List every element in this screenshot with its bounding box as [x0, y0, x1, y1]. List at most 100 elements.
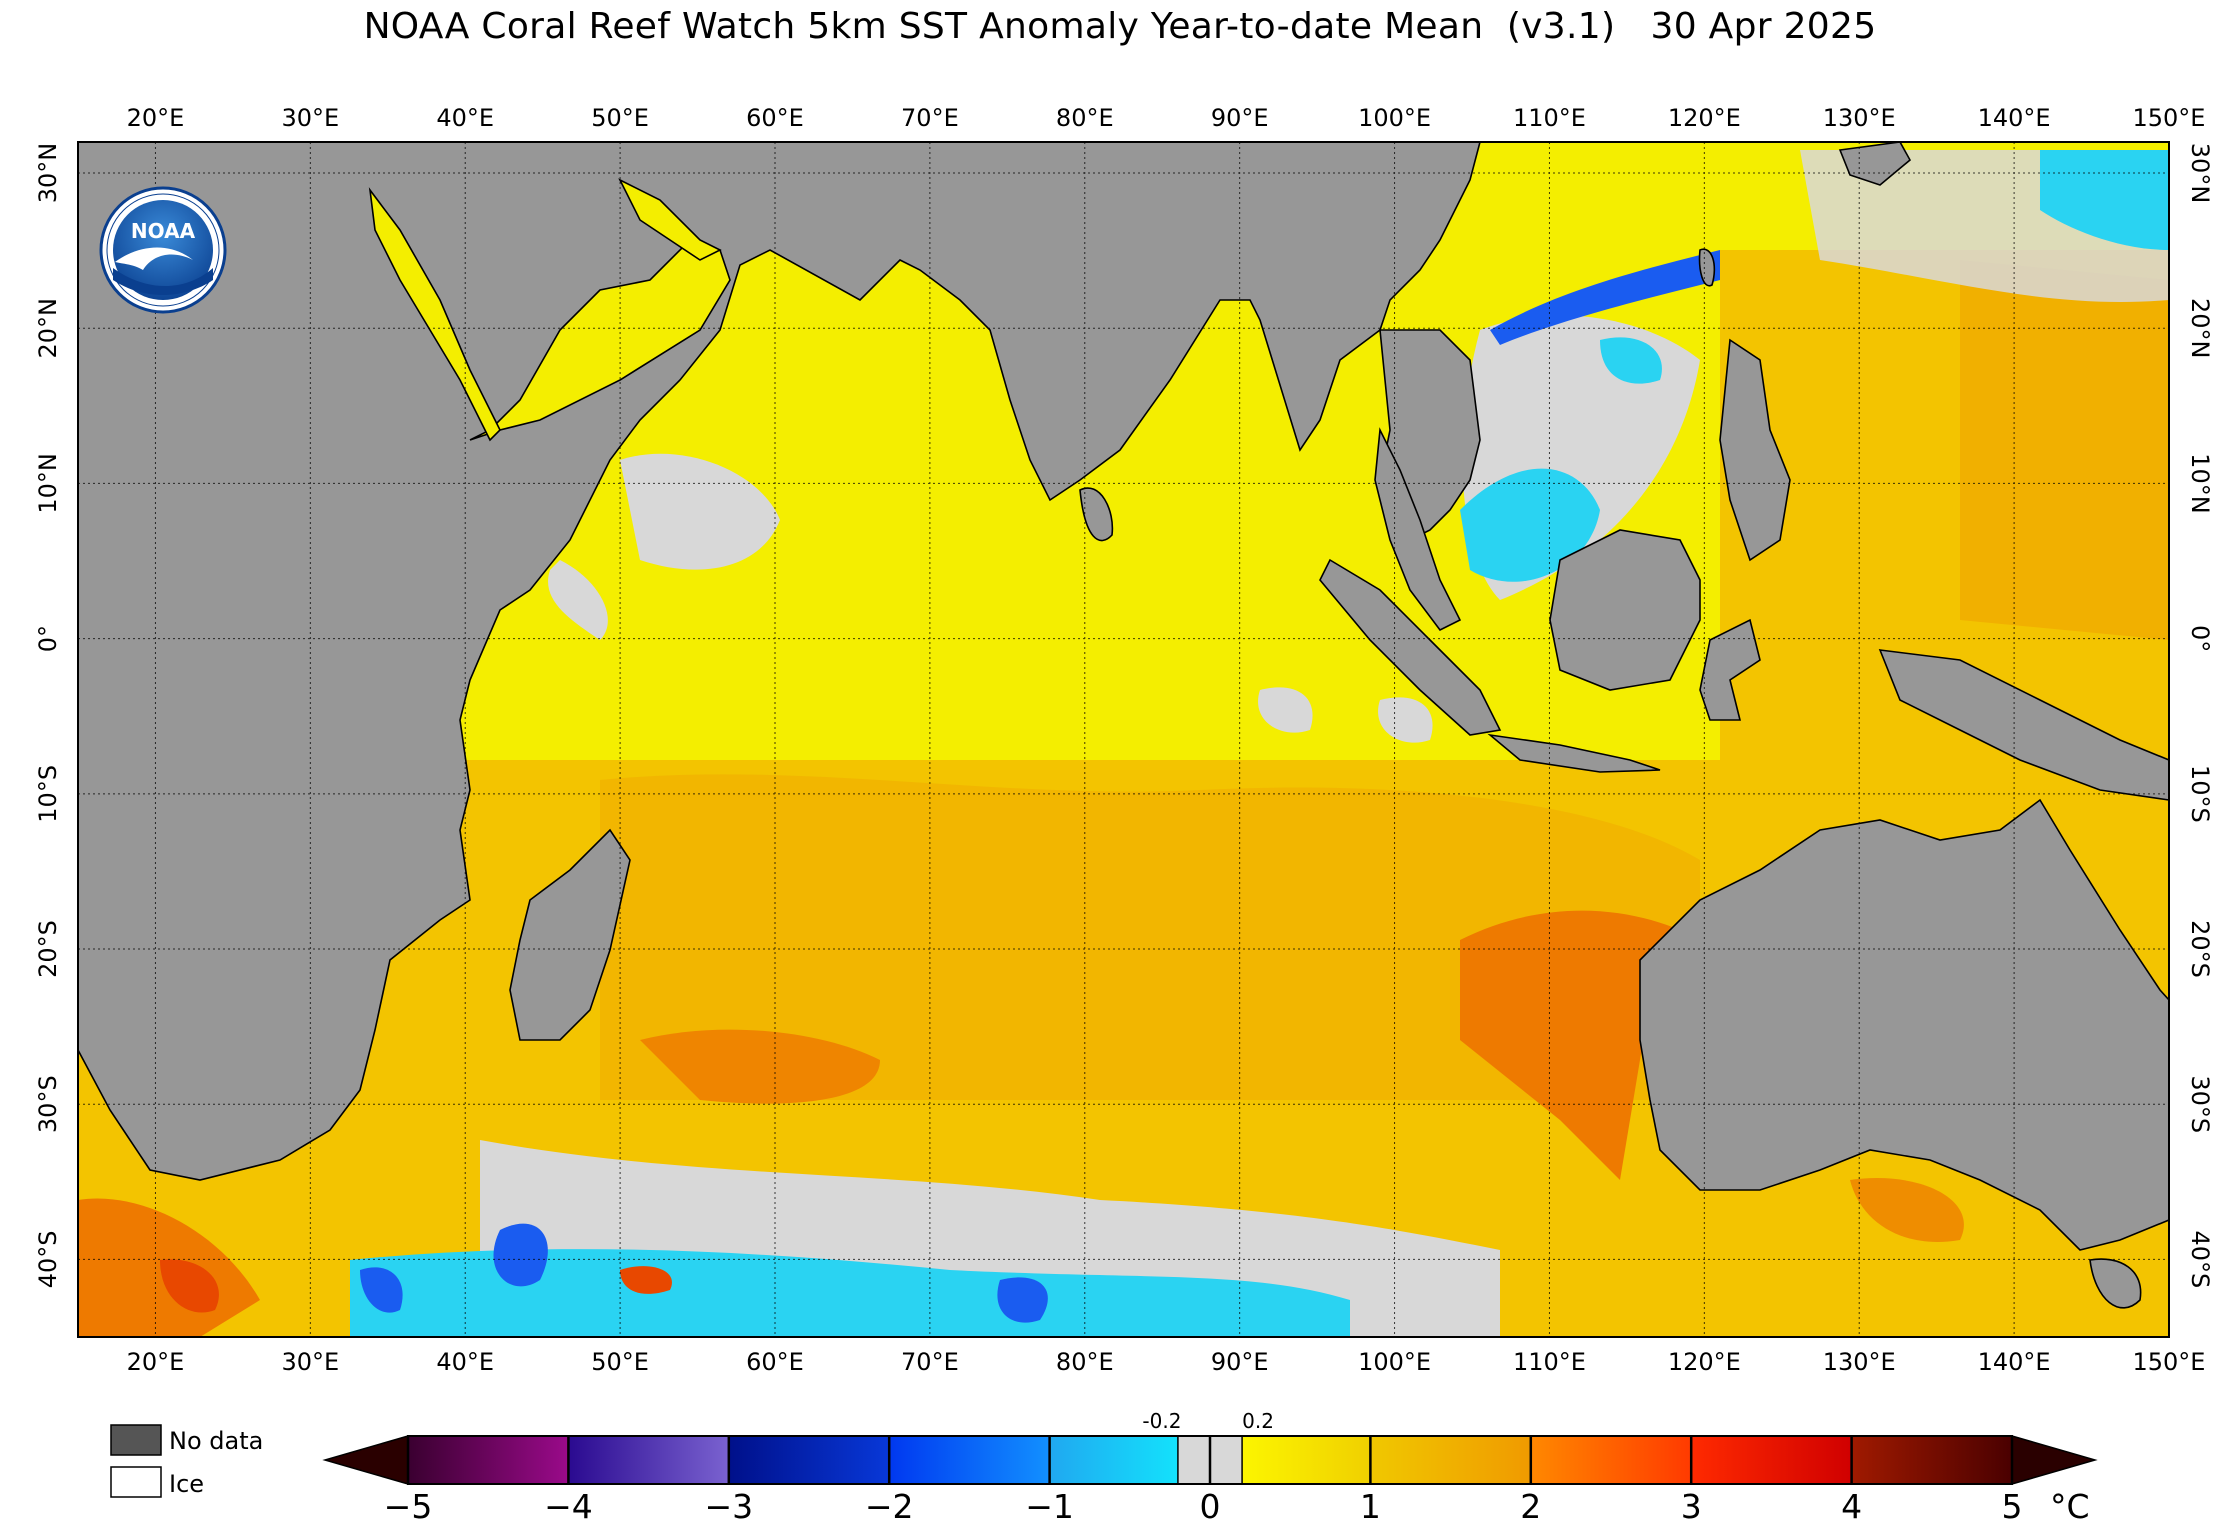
ocean-southern-warm-patch	[620, 1266, 672, 1294]
ocean-central-neutral-a	[1258, 687, 1313, 733]
colorbar-segment	[1370, 1436, 1531, 1484]
lat-label-left: 20°S	[34, 920, 62, 978]
colorbar-segment	[1530, 1436, 1692, 1484]
map-frame	[77, 141, 2170, 1338]
lat-label-right: 0°	[2186, 625, 2214, 652]
land-borneo	[1549, 529, 1701, 691]
lat-label-left: 30°N	[34, 143, 62, 204]
colorbar-tick-label: 4	[1841, 1487, 1862, 1526]
lon-label-top: 60°E	[746, 104, 804, 132]
lat-label-left: 10°N	[34, 453, 62, 514]
lon-label-bottom: 60°E	[746, 1348, 804, 1376]
lon-label-top: 90°E	[1211, 104, 1269, 132]
ice-swatch	[110, 1466, 162, 1498]
lon-label-top: 140°E	[1978, 104, 2051, 132]
ocean-east-pacific-cool	[2040, 150, 2169, 250]
noaa-logo-wave	[113, 268, 213, 295]
lon-label-top: 20°E	[127, 104, 185, 132]
land-java	[1487, 733, 1661, 773]
lon-label-top: 110°E	[1513, 104, 1586, 132]
colorbar-segment	[1851, 1436, 2012, 1484]
lon-label-bottom: 20°E	[127, 1348, 185, 1376]
land-sulawesi	[1699, 618, 1761, 721]
colorbar-unit: °C	[2050, 1487, 2090, 1526]
colorbar-tick-labels: −5 −4 −3 −2 −1 0 1 2 3 4 5	[384, 1487, 2023, 1526]
lon-label-bottom: 70°E	[901, 1348, 959, 1376]
land-philippines	[1719, 338, 1791, 562]
noaa-logo: NOAA	[99, 186, 227, 314]
colorbar: −5 −4 −3 −2 −1 0 1 2 3 4 5 -0.2 0.2 °C	[322, 1409, 2098, 1526]
sst-anomaly-field	[78, 142, 2169, 1337]
land-madagascar	[509, 828, 631, 1041]
lon-label-top: 30°E	[281, 104, 339, 132]
colorbar-inner-labels: -0.2 0.2	[1142, 1409, 1274, 1433]
lon-label-bottom: 110°E	[1513, 1348, 1586, 1376]
lat-label-right: 40°S	[2186, 1231, 2214, 1289]
colorbar-tick-label: 5	[2002, 1487, 2023, 1526]
lat-label-left: 40°S	[34, 1231, 62, 1289]
ocean-agulhas-hotter	[160, 1259, 219, 1313]
noaa-logo-inner-ring	[106, 193, 220, 307]
lon-label-top: 120°E	[1668, 104, 1741, 132]
lon-label-top: 50°E	[591, 104, 649, 132]
lon-label-top: 100°E	[1358, 104, 1431, 132]
lon-label-bottom: 120°E	[1668, 1348, 1741, 1376]
lat-label-right: 30°S	[2186, 1075, 2214, 1133]
land-sumatra	[1319, 558, 1502, 736]
colorbar-inner-label: 0.2	[1242, 1409, 1274, 1433]
colorbar-segment	[889, 1436, 1050, 1484]
ocean-arabian-neutral	[620, 453, 780, 570]
lon-label-top: 70°E	[901, 104, 959, 132]
ocean-central-neutral-b	[1378, 697, 1433, 743]
lat-label-right: 20°S	[2186, 920, 2214, 978]
lat-label-left: 30°S	[34, 1075, 62, 1133]
ocean-mid-warm-region	[600, 774, 1700, 1100]
ocean-southern-cold-patch-c	[360, 1267, 403, 1313]
land-malay-peninsula	[1374, 427, 1462, 632]
lon-label-bottom: 90°E	[1211, 1348, 1269, 1376]
lon-label-top: 150°E	[2133, 104, 2206, 132]
land-new-guinea	[1878, 649, 2169, 801]
landmasses	[78, 142, 2169, 1309]
lon-label-bottom: 100°E	[1358, 1348, 1431, 1376]
colorbar-tick-label: 3	[1681, 1487, 1702, 1526]
ice-label: Ice	[169, 1470, 204, 1498]
no-data-label: No data	[169, 1427, 263, 1455]
colorbar-segment	[408, 1436, 569, 1484]
ocean-pacific-gold	[1960, 260, 2169, 640]
colorbar-tick-label: −5	[384, 1487, 433, 1526]
lon-label-bottom: 150°E	[2133, 1348, 2206, 1376]
lat-label-left: 20°N	[34, 298, 62, 359]
map-title: NOAA Coral Reef Watch 5km SST Anomaly Ye…	[363, 6, 1877, 47]
colorbar-segment	[1691, 1436, 1852, 1484]
colorbar-tick-label: −2	[865, 1487, 914, 1526]
lon-label-bottom: 130°E	[1823, 1348, 1896, 1376]
ocean-southern-cold-patch-b	[997, 1277, 1048, 1323]
colorbar-segments	[408, 1436, 2012, 1484]
latitude-labels-right: 30°N 20°N 10°N 0° 10°S 20°S 30°S 40°S	[2186, 143, 2214, 1289]
longitude-labels-top: 20°E 30°E 40°E 50°E 60°E 70°E 80°E 90°E 100°E 110…	[127, 104, 2206, 132]
colorbar-tick-label: −4	[544, 1487, 593, 1526]
lat-label-right: 20°N	[2186, 298, 2214, 359]
longitude-labels-bottom: 20°E 30°E 40°E 50°E 60°E 70°E 80°E 90°E 100°E 110…	[127, 1348, 2206, 1376]
colorbar-inner-label: -0.2	[1142, 1409, 1181, 1433]
legend-keys: No data Ice	[110, 1424, 263, 1498]
lon-label-top: 80°E	[1056, 104, 1114, 132]
colorbar-right-arrow	[2011, 1435, 2098, 1485]
lon-label-bottom: 140°E	[1978, 1348, 2051, 1376]
lat-label-right: 10°N	[2186, 453, 2214, 514]
no-data-swatch	[110, 1424, 162, 1456]
ocean-somali-neutral	[548, 560, 608, 640]
lat-label-left: 10°S	[34, 765, 62, 823]
lon-label-bottom: 80°E	[1056, 1348, 1114, 1376]
lon-label-top: 40°E	[436, 104, 494, 132]
colorbar-segment	[568, 1436, 729, 1484]
lat-label-right: 30°N	[2186, 143, 2214, 204]
colorbar-tick-label: −1	[1025, 1487, 1074, 1526]
land-japan-south	[1838, 142, 1912, 186]
lon-label-top: 130°E	[1823, 104, 1896, 132]
latitude-labels-left: 30°N 20°N 10°N 0° 10°S 20°S 30°S 40°S	[34, 143, 62, 1289]
ocean-southern-cold-patch-a	[493, 1223, 548, 1287]
colorbar-tick-label: 1	[1360, 1487, 1381, 1526]
